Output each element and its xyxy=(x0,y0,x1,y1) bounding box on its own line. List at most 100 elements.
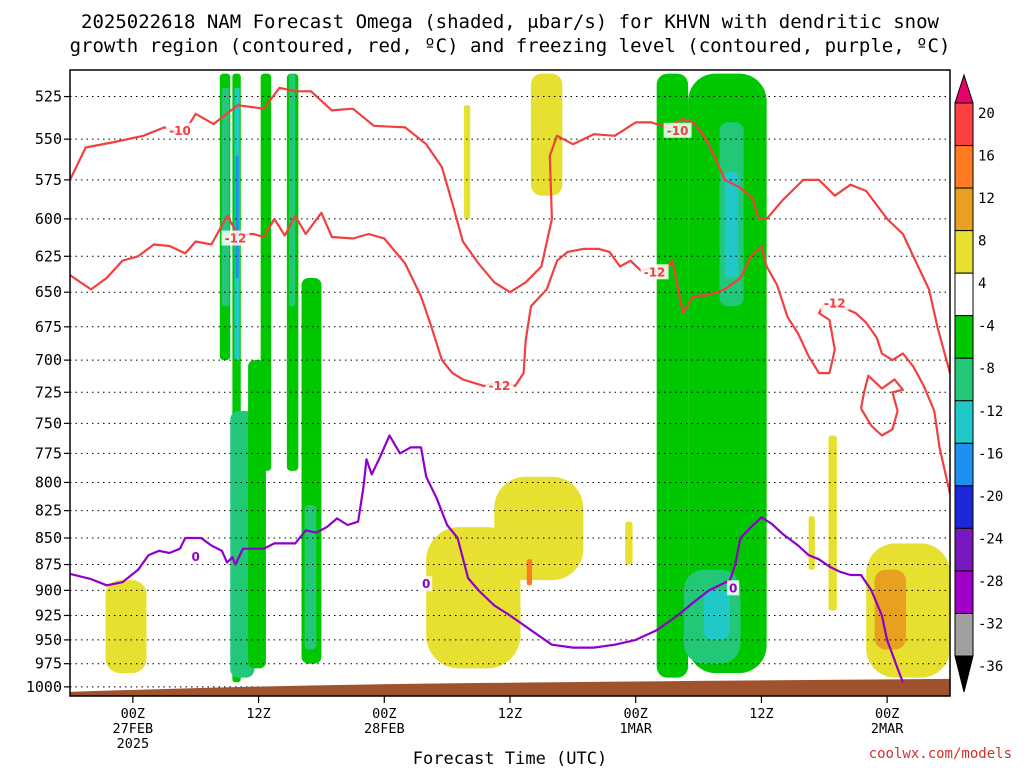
omega-cell-28 xyxy=(874,569,906,650)
contour-label-bg-3 xyxy=(485,377,514,393)
colorbar-tick-5: -4 xyxy=(978,319,995,335)
colorbar-top-triangle xyxy=(954,73,974,104)
colorbar: 20 16 12 8 4 -4 -8 -12 -16 -20 -24 -28 -32 -36 xyxy=(954,73,1003,693)
colorbar-bin-4 xyxy=(954,272,974,317)
colorbar-bin-10 xyxy=(954,527,974,572)
omega-cell-11 xyxy=(304,505,317,650)
colorbar-tick-0: 20 xyxy=(978,106,995,122)
contour-label-bg-5 xyxy=(820,295,849,311)
ytick-label-725: 725 xyxy=(35,383,62,401)
colorbar-tick-12: -32 xyxy=(978,616,1003,632)
omega-cell-5 xyxy=(221,87,230,307)
y-axis: 525 550 575 600 625 650 675 700 725 750 775 800 825 8… xyxy=(26,88,70,696)
contour-line-0 xyxy=(70,434,904,683)
ytick-label-525: 525 xyxy=(35,88,62,106)
ytick-label-1000: 1000 xyxy=(26,678,62,696)
omega-cell-16 xyxy=(463,105,471,219)
credit-text: coolwx.com/models xyxy=(869,746,1012,762)
x-axis-label: Forecast Time (UTC) xyxy=(413,749,607,768)
xtick-label-5-0: 12Z xyxy=(749,706,773,722)
ytick-label-800: 800 xyxy=(35,473,62,491)
omega-cell-23 xyxy=(724,171,739,279)
colorbar-tick-6: -8 xyxy=(978,361,995,377)
xtick-label-0-1: 27FEB xyxy=(113,721,154,737)
ytick-label-675: 675 xyxy=(35,318,62,336)
xtick-label-0-2: 2025 xyxy=(117,736,150,752)
omega-cell-20 xyxy=(688,73,767,674)
omega-shading xyxy=(105,73,950,683)
ytick-label-750: 750 xyxy=(35,414,62,432)
colorbar-tick-4: 4 xyxy=(978,276,986,292)
colorbar-tick-9: -20 xyxy=(978,489,1003,505)
colorbar-tick-1: 16 xyxy=(978,149,995,165)
xtick-label-2-1: 28FEB xyxy=(364,721,405,737)
omega-cell-9 xyxy=(288,73,296,307)
xtick-label-4-1: 1MAR xyxy=(619,721,652,737)
xtick-label-3-0: 12Z xyxy=(498,706,522,722)
chart-title-line1: 2025022618 NAM Forecast Omega (shaded, μ… xyxy=(81,11,939,33)
ytick-label-825: 825 xyxy=(35,502,62,520)
contour-label-5: -12 xyxy=(824,296,846,310)
colorbar-bin-12 xyxy=(954,612,974,657)
contour-line--10 xyxy=(70,86,950,374)
colorbar-bottom-triangle xyxy=(954,655,974,693)
colorbar-bin-8 xyxy=(954,442,974,487)
colorbar-bin-0 xyxy=(954,102,974,147)
chart-title-line2: growth region (contoured, red, ºC) and f… xyxy=(70,35,951,57)
ytick-label-875: 875 xyxy=(35,556,62,574)
contour-label-0: -10 xyxy=(169,124,191,138)
omega-cell-19 xyxy=(656,73,689,678)
contour-label-bg-6 xyxy=(189,549,202,565)
omega-cell-26 xyxy=(828,435,837,611)
contour-label-8: 0 xyxy=(729,581,737,595)
ytick-label-550: 550 xyxy=(35,130,62,148)
omega-cell-7 xyxy=(260,73,272,471)
colorbar-bin-3 xyxy=(954,230,974,274)
ytick-label-600: 600 xyxy=(35,210,62,228)
ytick-label-925: 925 xyxy=(35,606,62,624)
xtick-label-2-0: 00Z xyxy=(372,706,396,722)
contour-label-3: -12 xyxy=(489,379,511,393)
colorbar-tick-11: -28 xyxy=(978,574,1003,590)
ytick-label-900: 900 xyxy=(35,581,62,599)
omega-cell-12 xyxy=(105,580,147,674)
omega-cell-18 xyxy=(625,521,633,565)
contour-label-bg-4 xyxy=(640,264,669,280)
colorbar-bin-2 xyxy=(954,187,974,232)
ytick-label-650: 650 xyxy=(35,283,62,301)
colorbar-bin-5 xyxy=(954,315,974,359)
omega-cell-24 xyxy=(703,590,730,640)
contour-label-bg-8 xyxy=(727,580,740,596)
colorbar-bin-1 xyxy=(954,145,974,189)
contour-label-bg-7 xyxy=(420,576,433,592)
contour-labels: -10 -10 -12 -12 -12 -12 0 0 0 xyxy=(166,122,849,596)
omega-cell-15 xyxy=(526,559,532,586)
omega-cell-14 xyxy=(494,476,584,581)
ytick-label-575: 575 xyxy=(35,171,62,189)
contour-label-bg-2 xyxy=(221,230,250,246)
ytick-label-625: 625 xyxy=(35,247,62,265)
ytick-label-775: 775 xyxy=(35,444,62,462)
colorbar-bin-7 xyxy=(954,400,974,444)
contour-label-6: 0 xyxy=(192,550,200,564)
colorbar-tick-8: -16 xyxy=(978,446,1003,462)
colorbar-tick-10: -24 xyxy=(978,531,1003,547)
colorbar-tick-2: 12 xyxy=(978,191,995,207)
colorbar-bin-6 xyxy=(954,357,974,402)
xtick-label-6-0: 00Z xyxy=(875,706,899,722)
contour-label-bg-1 xyxy=(663,122,692,138)
xtick-label-0-0: 00Z xyxy=(121,706,145,722)
omega-cell-17 xyxy=(530,73,563,196)
xtick-label-4-0: 00Z xyxy=(624,706,648,722)
colorbar-tick-7: -12 xyxy=(978,404,1003,420)
contour-line--12b xyxy=(859,374,904,437)
ytick-label-850: 850 xyxy=(35,529,62,547)
colorbar-tick-3: 8 xyxy=(978,234,986,250)
contour-label-4: -12 xyxy=(644,265,666,279)
colorbar-bin-11 xyxy=(954,570,974,614)
plot-area: -10 -10 -12 -12 -12 -12 0 0 0 xyxy=(69,69,951,697)
colorbar-bin-9 xyxy=(954,485,974,529)
omega-cell-3 xyxy=(235,155,239,279)
